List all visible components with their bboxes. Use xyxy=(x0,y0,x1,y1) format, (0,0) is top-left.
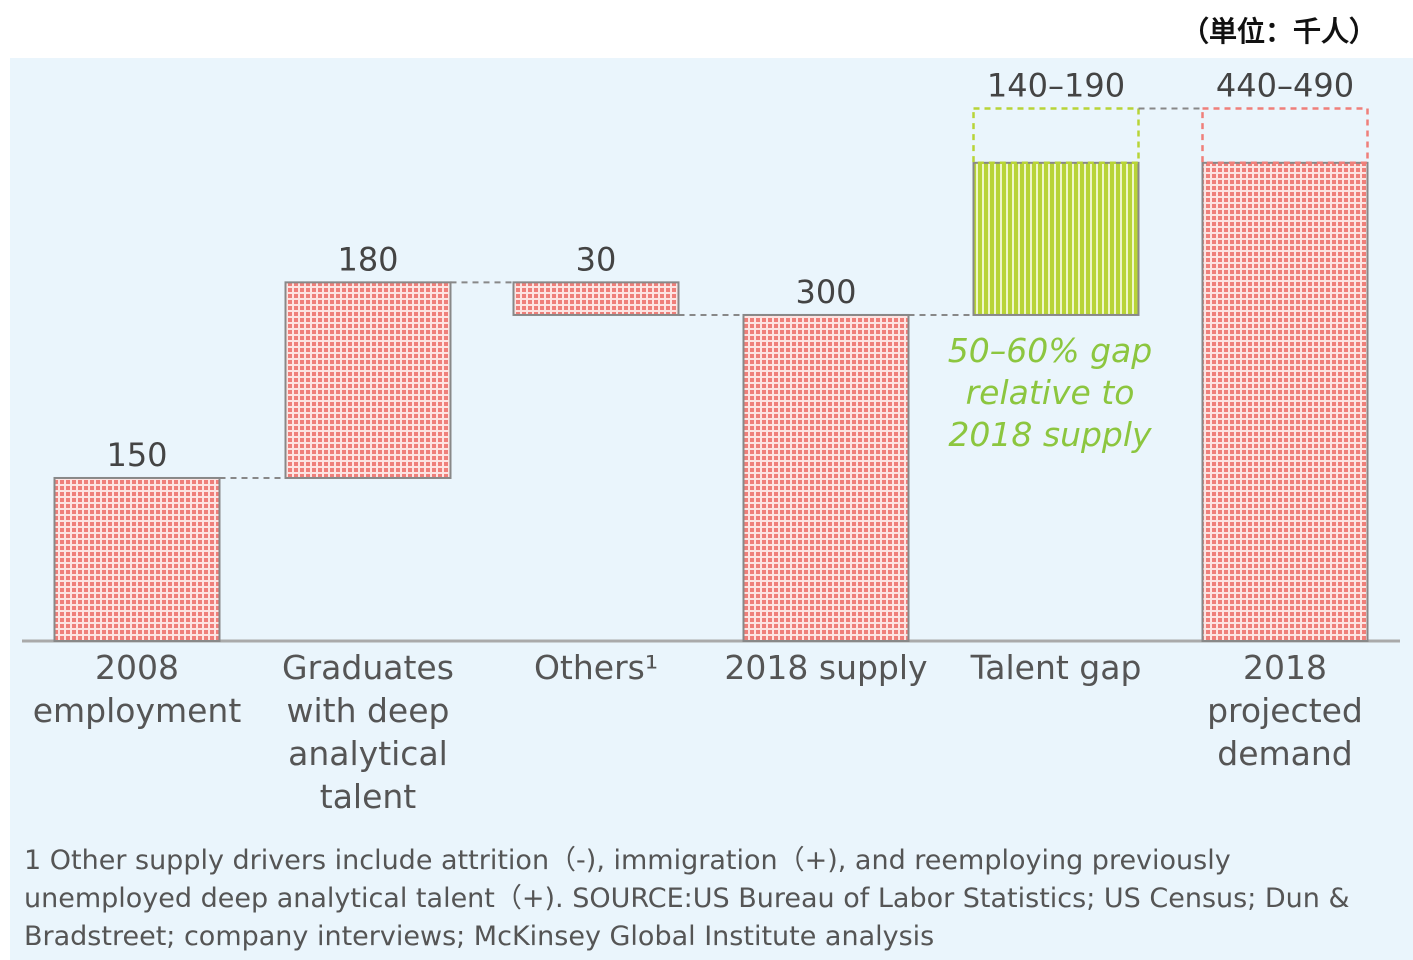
value-label: 180 xyxy=(337,240,398,278)
bar xyxy=(742,313,910,642)
value-label: 440–490 xyxy=(1216,66,1354,104)
value-label: 30 xyxy=(576,240,617,278)
bar xyxy=(1201,161,1369,643)
category-label: 2008 employment xyxy=(32,648,242,730)
category-label: 2018 projected demand xyxy=(1207,648,1363,773)
category-label: Graduates with deep analytical talent xyxy=(282,648,454,816)
value-label: 300 xyxy=(795,273,856,311)
category-label: Talent gap xyxy=(970,648,1142,687)
value-label: 140–190 xyxy=(987,66,1125,104)
annotation: 50–60% gap relative to 2018 supply xyxy=(947,331,1153,454)
bar xyxy=(512,281,680,316)
footnote: 1 Other supply drivers include attrition… xyxy=(24,845,1350,952)
range-extension xyxy=(972,107,1140,165)
value-label: 150 xyxy=(106,436,167,474)
range-extension xyxy=(1201,107,1369,165)
category-label: Others¹ xyxy=(533,648,659,687)
category-label: 2018 supply xyxy=(724,648,928,687)
bar xyxy=(53,476,221,643)
bar xyxy=(284,281,452,479)
unit-label: （単位：千人） xyxy=(1180,15,1377,48)
chart-panel xyxy=(10,58,1413,960)
bar xyxy=(972,161,1140,316)
